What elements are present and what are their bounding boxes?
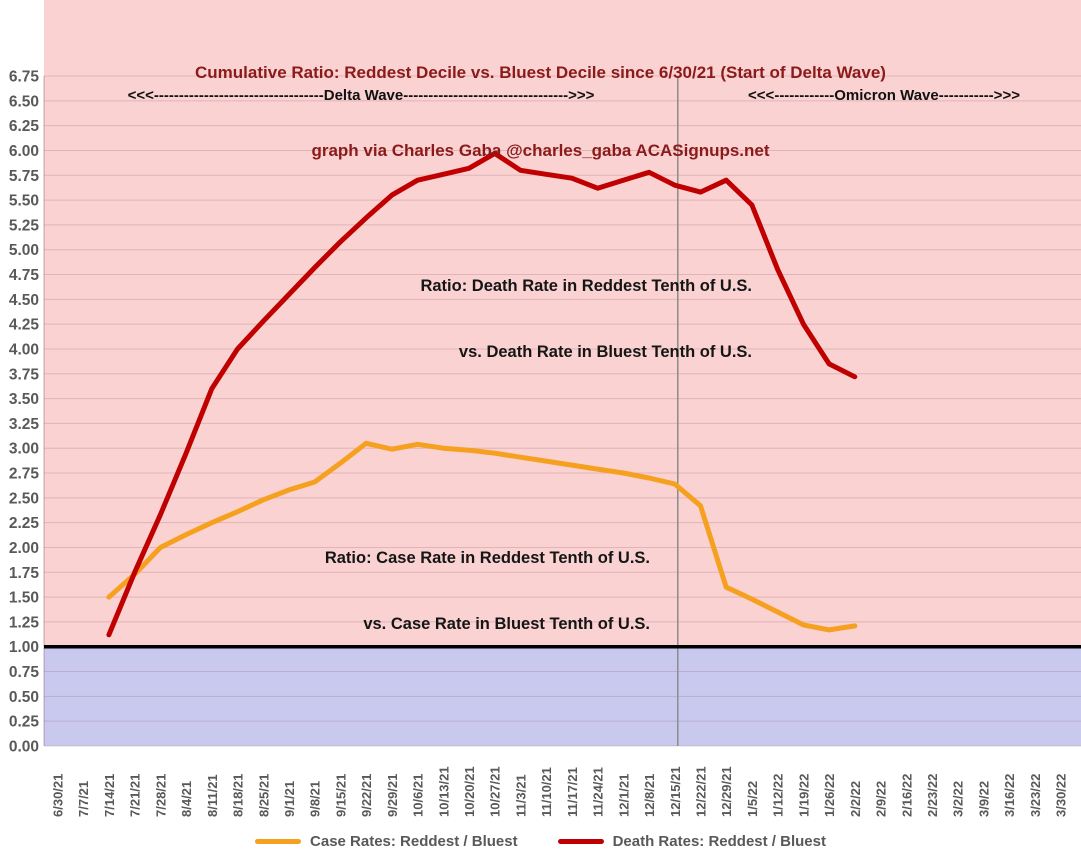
case-ratio-annotation-line1: Ratio: Case Rate in Reddest Tenth of U.S… <box>324 549 650 567</box>
x-axis-tick-label: 10/13/21 <box>436 766 451 817</box>
x-axis-tick-label: 9/22/21 <box>359 774 374 817</box>
delta-wave-annotation: <<<----------------------------------Del… <box>127 87 595 104</box>
x-axis-tick-label: 3/2/22 <box>951 781 966 817</box>
case-rates-swatch-icon <box>255 839 302 844</box>
y-axis-tick-label: 1.50 <box>9 590 39 607</box>
x-axis-tick-label: 1/12/22 <box>771 774 786 817</box>
y-axis-tick-label: 5.25 <box>9 217 40 234</box>
legend: Case Rates: Reddest / Bluest Death Rates… <box>0 833 1081 850</box>
legend-item-death-rates: Death Rates: Reddest / Bluest <box>557 833 826 850</box>
x-axis-tick-label: 7/14/21 <box>102 774 117 817</box>
x-axis-tick-label: 2/23/22 <box>925 774 940 817</box>
x-axis-tick-label: 10/20/21 <box>462 766 477 817</box>
case-ratio-annotation-line2: vs. Case Rate in Bluest Tenth of U.S. <box>363 615 650 633</box>
x-axis-tick-label: 8/11/21 <box>205 774 220 817</box>
omicron-wave-annotation: <<<------------Omicron Wave----------->>… <box>748 87 1020 104</box>
y-axis-tick-label: 0.75 <box>9 664 40 681</box>
x-axis-tick-label: 10/6/21 <box>411 774 426 817</box>
x-axis-tick-label: 12/29/21 <box>719 766 734 817</box>
legend-label-death-rates: Death Rates: Reddest / Bluest <box>612 833 826 850</box>
y-axis-tick-label: 4.50 <box>9 292 39 309</box>
y-axis-tick-label: 6.50 <box>9 93 39 110</box>
x-axis-tick-label: 1/5/22 <box>745 781 760 817</box>
x-axis-tick-label: 10/27/21 <box>488 766 503 817</box>
x-axis-tick-label: 8/25/21 <box>256 774 271 817</box>
death-ratio-annotation-line1: Ratio: Death Rate in Reddest Tenth of U.… <box>420 277 752 295</box>
x-axis-tick-label: 7/28/21 <box>153 774 168 817</box>
y-axis-tick-label: 0.25 <box>9 714 40 731</box>
x-axis-tick-label: 2/9/22 <box>874 781 889 817</box>
x-axis-tick-label: 12/15/21 <box>668 766 683 817</box>
x-axis-tick-label: 1/26/22 <box>822 774 837 817</box>
x-axis-tick-label: 1/19/22 <box>796 774 811 817</box>
x-axis-tick-label: 6/30/21 <box>51 774 66 817</box>
y-axis-tick-label: 0.50 <box>9 689 39 706</box>
x-axis-tick-label: 9/1/21 <box>282 781 297 817</box>
y-axis-tick-label: 5.00 <box>9 242 39 259</box>
x-axis-tick-label: 9/29/21 <box>385 774 400 817</box>
plot-background-above-1 <box>44 0 1081 746</box>
x-axis-tick-label: 7/7/21 <box>76 781 91 817</box>
x-axis-tick-label: 3/16/22 <box>1002 774 1017 817</box>
y-axis-tick-label: 3.50 <box>9 391 39 408</box>
x-axis-tick-label: 2/16/22 <box>899 774 914 817</box>
x-axis-tick-label: 11/3/21 <box>513 774 528 817</box>
chart-title: Cumulative Ratio: Reddest Decile vs. Blu… <box>0 8 1081 216</box>
chart-title-line2: graph via Charles Gaba @charles_gaba ACA… <box>311 141 770 160</box>
y-axis-tick-label: 4.25 <box>9 317 40 334</box>
y-axis-tick-label: 1.75 <box>9 565 40 582</box>
x-axis-tick-label: 7/21/21 <box>128 774 143 817</box>
legend-label-case-rates: Case Rates: Reddest / Bluest <box>310 833 518 850</box>
case-ratio-annotation: Ratio: Case Rate in Reddest Tenth of U.S… <box>325 503 650 679</box>
y-axis-tick-label: 2.50 <box>9 490 39 507</box>
x-axis-tick-label: 3/30/22 <box>1054 774 1069 817</box>
case-rates-line <box>106 440 858 633</box>
y-axis-tick-label: 2.25 <box>9 515 40 532</box>
chart-title-line1: Cumulative Ratio: Reddest Decile vs. Blu… <box>195 63 886 82</box>
y-axis-tick-label: 5.50 <box>9 193 39 210</box>
x-axis-tick-label: 8/18/21 <box>231 774 246 817</box>
y-axis-tick-label: 6.75 <box>9 69 40 86</box>
x-axis-tick-label: 9/8/21 <box>308 781 323 817</box>
legend-item-case-rates: Case Rates: Reddest / Bluest <box>255 833 518 850</box>
x-axis-tick-label: 11/17/21 <box>565 767 580 817</box>
y-axis-tick-label: 1.25 <box>9 614 40 631</box>
y-axis-tick-label: 6.25 <box>9 118 40 135</box>
x-axis-tick-label: 11/10/21 <box>539 767 554 817</box>
y-axis-tick-label: 4.00 <box>9 341 39 358</box>
x-axis-tick-label: 12/1/21 <box>616 774 631 817</box>
y-axis-tick-label: 3.00 <box>9 441 39 458</box>
y-axis-tick-label: 1.00 <box>9 639 39 656</box>
y-axis-tick-label: 2.75 <box>9 466 40 483</box>
y-axis-tick-label: 5.75 <box>9 168 40 185</box>
death-ratio-annotation: Ratio: Death Rate in Reddest Tenth of U.… <box>420 231 752 407</box>
y-axis-tick-label: 2.00 <box>9 540 39 557</box>
x-axis-tick-label: 11/24/21 <box>591 767 606 817</box>
x-axis-tick-label: 9/15/21 <box>333 774 348 817</box>
plot-background-below-1 <box>44 646 1081 746</box>
x-axis-tick-label: 8/4/21 <box>179 781 194 817</box>
death-rates-line <box>106 150 858 638</box>
y-axis-tick-label: 3.25 <box>9 416 40 433</box>
x-axis-tick-label: 3/9/22 <box>976 781 991 817</box>
y-axis-tick-label: 3.75 <box>9 366 40 383</box>
x-axis-tick-label: 12/8/21 <box>642 774 657 817</box>
x-axis-tick-label: 3/23/22 <box>1028 774 1043 817</box>
x-axis-tick-label: 2/2/22 <box>848 781 863 817</box>
x-axis-tick-label: 12/22/21 <box>694 766 709 817</box>
y-axis-tick-label: 6.00 <box>9 143 39 160</box>
y-axis-tick-label: 0.00 <box>9 739 39 756</box>
y-axis-tick-label: 4.75 <box>9 267 40 284</box>
death-rates-swatch-icon <box>557 839 604 844</box>
death-ratio-annotation-line2: vs. Death Rate in Bluest Tenth of U.S. <box>458 343 752 361</box>
